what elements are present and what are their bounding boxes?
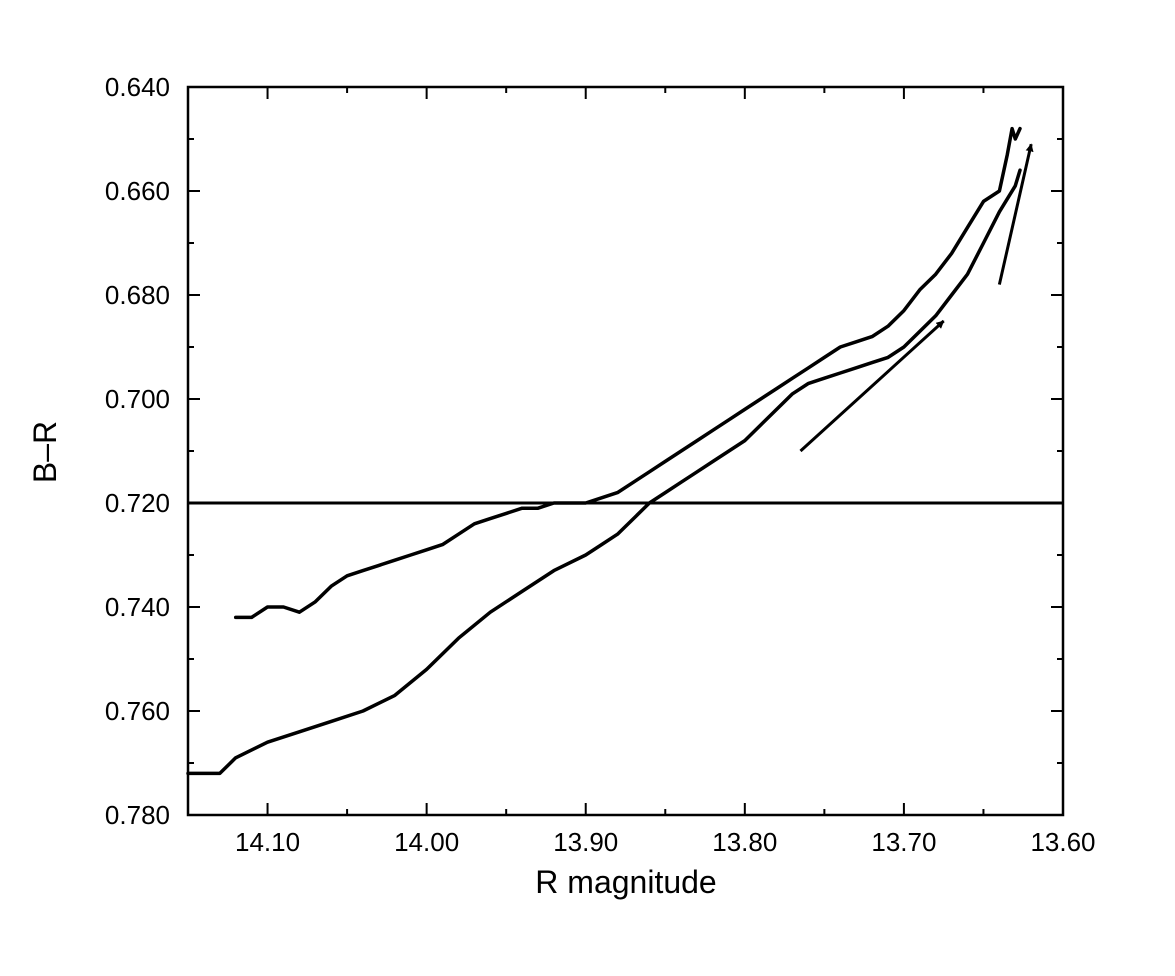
plot-frame [186, 85, 1065, 817]
direction-arrow-1 [799, 319, 945, 453]
x-tick-label: 14.00 [394, 827, 459, 857]
y-tick-label: 0.700 [105, 384, 170, 414]
y-axis-title: B–R [27, 421, 63, 483]
x-tick-label: 13.70 [871, 827, 936, 857]
series-line-2 [186, 168, 1022, 776]
x-tick-label: 13.80 [712, 827, 777, 857]
y-tick-label: 0.640 [105, 72, 170, 102]
x-axis-ticks: 14.10 14.00 13.90 13.80 13.70 13.60 [235, 87, 1096, 857]
direction-arrow-2 [997, 143, 1034, 285]
series-line-1 [233, 126, 1022, 620]
y-tick-label: 0.720 [105, 488, 170, 518]
x-tick-label: 13.60 [1030, 827, 1095, 857]
y-tick-label: 0.680 [105, 280, 170, 310]
y-tick-label: 0.740 [105, 592, 170, 622]
series-group [186, 126, 1022, 776]
x-tick-label: 14.10 [235, 827, 300, 857]
y-tick-label: 0.780 [105, 800, 170, 830]
x-tick-label: 13.90 [553, 827, 618, 857]
y-tick-label: 0.660 [105, 176, 170, 206]
y-tick-label: 0.760 [105, 696, 170, 726]
annotation-group [799, 143, 1034, 453]
x-axis-title: R magnitude [535, 864, 716, 900]
y-axis-ticks: 0.640 0.660 0.680 0.700 0.720 0.740 0.760 0.780 [105, 72, 1063, 830]
